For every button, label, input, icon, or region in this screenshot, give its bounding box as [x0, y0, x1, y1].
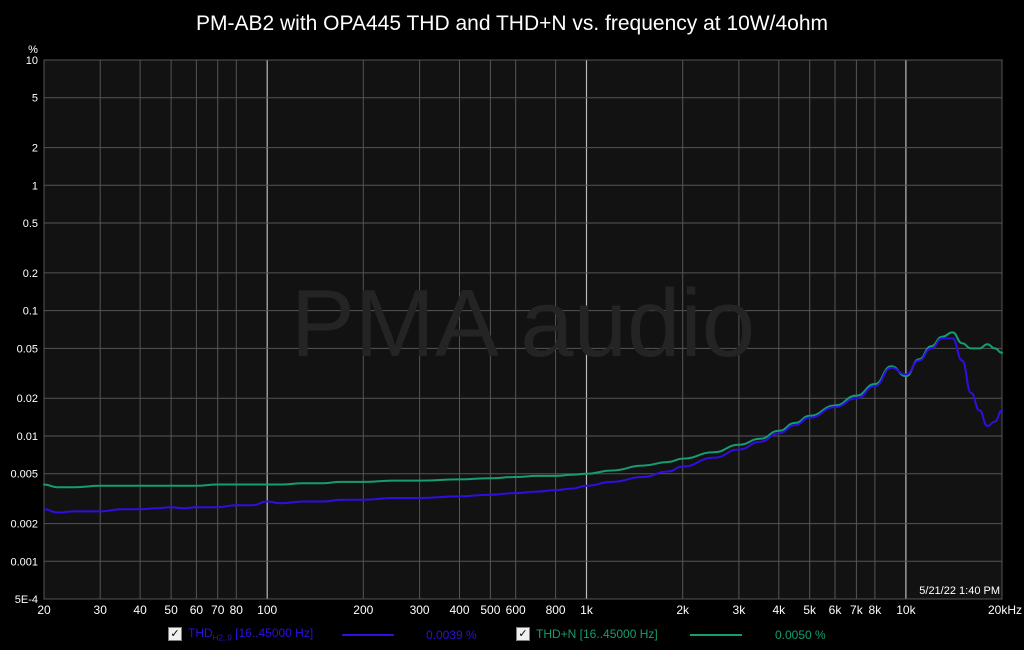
series-lines: [43, 331, 1003, 514]
legend: ✓ THDH2..9 [16..45000 Hz] 0.0039 % ✓ THD…: [0, 624, 1024, 646]
y-tick-label: 0.5: [23, 218, 38, 230]
y-tick-label: 5E-4: [15, 594, 38, 606]
x-tick-label: 300: [410, 603, 430, 617]
checkbox-thdn[interactable]: ✓: [516, 627, 530, 641]
y-tick-label: 0.01: [17, 431, 38, 443]
legend-label-thd: THDH2..9 [16..45000 Hz]: [188, 626, 313, 642]
legend-name-thd: THD: [188, 625, 213, 640]
x-tick-label: 3k: [733, 603, 747, 617]
x-tick-label: 70: [211, 603, 225, 617]
checkbox-thd[interactable]: ✓: [168, 627, 182, 641]
x-tick-label: 100: [257, 603, 277, 617]
y-tick-label: 0.02: [17, 393, 38, 405]
x-tick-label: 400: [449, 603, 469, 617]
x-tick-label: 40: [133, 603, 147, 617]
y-tick-label: 0.002: [10, 519, 38, 531]
y-tick-label: 0.1: [23, 306, 38, 318]
x-tick-label: 200: [353, 603, 373, 617]
legend-name-thdn: THD+N: [536, 627, 577, 641]
x-tick-label: 5k: [803, 603, 817, 617]
x-tick-label: 8k: [869, 603, 883, 617]
series-line-thd: [43, 337, 1003, 514]
x-tick-label: 20kHz: [988, 603, 1022, 617]
legend-value-thdn: 0.0050 %: [775, 628, 826, 642]
plot-area: [43, 59, 1003, 600]
y-tick-label: 0.2: [23, 268, 38, 280]
chart-title: PM-AB2 with OPA445 THD and THD+N vs. fre…: [196, 12, 828, 35]
legend-sub-thd: H2..9: [212, 633, 232, 643]
y-tick-label: 10: [26, 55, 38, 67]
watermark: PMA audio: [291, 270, 755, 377]
legend-value-thd: 0.0039 %: [426, 628, 477, 642]
x-tick-label: 1k: [580, 603, 594, 617]
y-tick-label: 2: [32, 143, 38, 155]
x-tick-label: 80: [230, 603, 244, 617]
grid: [43, 59, 1003, 600]
timestamp: 5/21/22 1:40 PM: [919, 585, 1000, 597]
legend-swatch-thdn: [690, 634, 742, 636]
x-tick-label: 10k: [896, 603, 916, 617]
legend-suffix-thdn: [16..45000 Hz]: [576, 627, 658, 641]
chart: PM-AB2 with OPA445 THD and THD+N vs. fre…: [10, 12, 1023, 617]
x-tick-label: 2k: [676, 603, 690, 617]
x-tick-label: 60: [190, 603, 204, 617]
y-axis-unit: %: [28, 44, 38, 56]
legend-label-thdn: THD+N [16..45000 Hz]: [536, 627, 658, 641]
tick-labels: 20 30 40 50 60 70 80 100 200 300 400 500 600 800 1k 2k 3…: [10, 55, 1022, 617]
y-tick-label: 5: [32, 93, 38, 105]
y-tick-label: 0.001: [10, 556, 38, 568]
y-tick-label: 0.05: [17, 343, 38, 355]
x-tick-label: 6k: [829, 603, 843, 617]
y-tick-label: 1: [32, 180, 38, 192]
legend-item-thd[interactable]: ✓ THDH2..9 [16..45000 Hz]: [168, 624, 313, 644]
x-tick-label: 50: [164, 603, 178, 617]
x-tick-label: 20: [37, 603, 51, 617]
x-tick-label: 30: [94, 603, 108, 617]
x-tick-label: 7k: [850, 603, 864, 617]
legend-swatch-thd: [342, 634, 394, 636]
x-tick-label: 4k: [772, 603, 786, 617]
x-tick-label: 500: [480, 603, 500, 617]
legend-suffix-thd: [16..45000 Hz]: [231, 625, 314, 640]
x-tick-label: 600: [506, 603, 526, 617]
y-tick-label: 0.005: [10, 469, 38, 481]
legend-item-thdn[interactable]: ✓ THD+N [16..45000 Hz]: [516, 624, 658, 644]
x-tick-label: 800: [546, 603, 566, 617]
